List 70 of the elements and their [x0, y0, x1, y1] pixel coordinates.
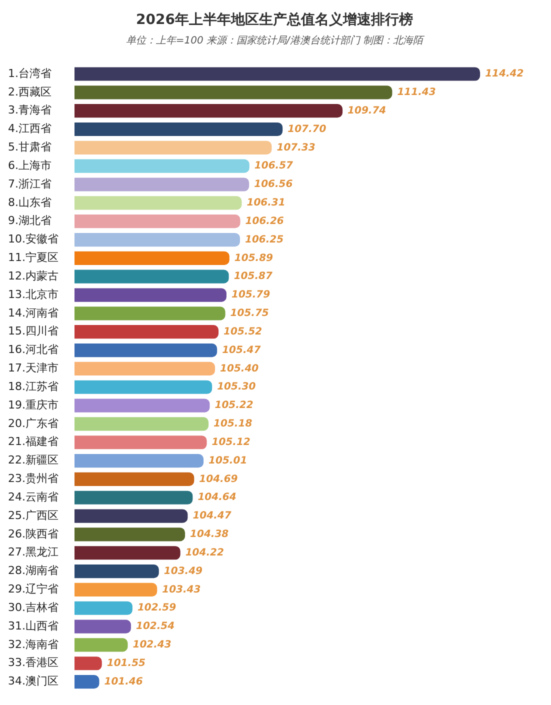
- y-tick-label: 10.安徽省: [8, 232, 58, 246]
- data-label: 104.64: [198, 492, 236, 504]
- y-tick-label: 15.四川省: [8, 324, 58, 338]
- data-label: 114.42: [485, 68, 524, 80]
- y-tick-label: 25.广西区: [8, 508, 58, 522]
- data-label: 102.54: [136, 621, 175, 632]
- data-label: 102.43: [132, 640, 172, 651]
- data-label: 105.01: [208, 455, 248, 466]
- data-label: 106.57: [254, 160, 294, 172]
- data-label: 105.40: [220, 363, 259, 374]
- data-label: 109.74: [348, 105, 386, 116]
- data-label: 111.43: [397, 87, 436, 98]
- data-label: 105.30: [217, 382, 256, 393]
- y-tick-label: 8.山东省: [8, 196, 52, 209]
- y-tick-label: 11.宁夏区: [8, 251, 58, 264]
- data-label: 106.25: [245, 234, 284, 246]
- chart-title: 2026年上半年地区生产总值名义增速排行榜: [136, 11, 413, 28]
- y-tick-label: 22.新疆区: [8, 454, 58, 467]
- data-label: 105.89: [234, 252, 274, 264]
- data-label: 104.69: [199, 474, 238, 485]
- y-tick-label: 5.甘肃省: [8, 140, 52, 154]
- y-tick-label: 33.香港区: [8, 656, 58, 670]
- data-label: 105.79: [231, 290, 270, 301]
- data-label: 105.47: [222, 344, 261, 356]
- data-label: 105.18: [214, 418, 252, 430]
- chart-subtitle: 单位：上年=100 来源：国家统计局/港澳台统计部门 制图：北海陌: [126, 34, 426, 46]
- data-label: 104.38: [190, 529, 229, 540]
- data-label: 101.46: [104, 676, 143, 688]
- y-tick-label: 7.浙江省: [8, 177, 52, 190]
- y-tick-label: 2.西藏区: [8, 85, 52, 98]
- y-tick-label: 17.天津市: [8, 362, 58, 375]
- y-tick-label: 24.云南省: [8, 490, 58, 504]
- y-tick-label: 14.河南省: [8, 306, 58, 320]
- y-tick-label: 4.江西省: [8, 122, 52, 136]
- y-tick-label: 1.台湾省: [8, 66, 52, 80]
- y-tick-label: 21.福建省: [8, 435, 58, 448]
- data-label: 105.22: [214, 400, 254, 412]
- y-tick-label: 32.海南省: [8, 638, 58, 651]
- y-tick-label: 16.河北省: [8, 343, 58, 356]
- y-tick-label: 19.重庆市: [8, 398, 58, 412]
- y-tick-label: 31.山西省: [8, 619, 58, 632]
- data-label: 105.75: [230, 308, 269, 320]
- data-label: 103.43: [162, 584, 201, 596]
- data-label: 105.12: [212, 436, 250, 448]
- data-label: 107.33: [276, 142, 316, 154]
- y-tick-label: 13.北京市: [8, 288, 58, 301]
- y-tick-label: 12.内蒙古: [8, 269, 58, 282]
- data-label: 104.22: [185, 547, 224, 558]
- data-label: 105.87: [234, 271, 272, 282]
- y-tick-label: 34.澳门区: [8, 674, 58, 688]
- y-tick-label: 9.湖北省: [8, 214, 52, 228]
- y-tick-label: 20.广东省: [8, 416, 58, 430]
- y-tick-label: 18.江苏省: [8, 380, 58, 393]
- y-tick-label: 30.吉林省: [8, 600, 58, 614]
- data-label: 106.31: [246, 198, 286, 209]
- y-tick-label: 23.贵州省: [8, 472, 58, 486]
- y-tick-label: 29.辽宁省: [8, 582, 58, 596]
- y-tick-label: 26.陕西省: [8, 527, 58, 540]
- data-label: 106.26: [245, 216, 284, 227]
- data-label: 104.47: [192, 510, 232, 522]
- data-label: 103.49: [164, 566, 203, 577]
- y-tick-label: 6.上海市: [8, 158, 52, 172]
- data-label: 107.70: [288, 124, 326, 135]
- y-tick-label: 28.湖南省: [8, 564, 58, 578]
- data-label: 102.59: [137, 602, 176, 614]
- data-label: 105.52: [224, 326, 262, 338]
- y-tick-label: 3.青海省: [8, 104, 52, 117]
- data-label: 101.55: [106, 658, 146, 669]
- y-tick-label: 27.黑龙江: [8, 546, 58, 559]
- data-label: 106.56: [254, 179, 293, 190]
